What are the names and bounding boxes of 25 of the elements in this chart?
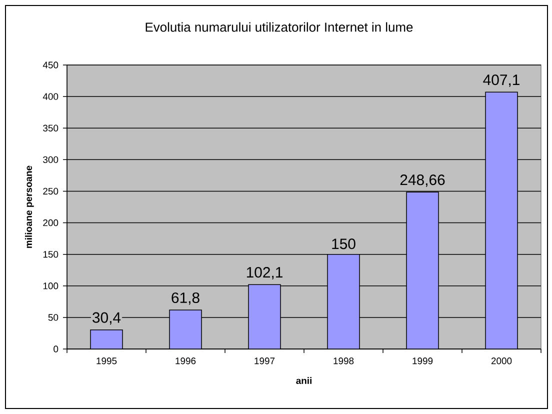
y-tick-label: 300 bbox=[43, 156, 58, 164]
data-label: 248,66 bbox=[400, 174, 445, 187]
data-label: 102,1 bbox=[246, 267, 282, 280]
y-tick-label: 200 bbox=[43, 219, 58, 226]
y-tick-label: 400 bbox=[42, 93, 58, 100]
x-tick-label: 1997 bbox=[254, 358, 275, 364]
data-label: 30,4 bbox=[92, 312, 121, 325]
chart-title: Evolutia numarului utilizatorilor Internet in lume bbox=[146, 22, 413, 32]
y-tick-label: 50 bbox=[48, 314, 58, 321]
x-tick-label: 1996 bbox=[176, 358, 196, 364]
data-label: 150 bbox=[332, 238, 356, 250]
y-tick-label: 350 bbox=[43, 124, 58, 132]
y-axis-title: milioane persoane bbox=[25, 166, 34, 248]
x-tick-label: 1998 bbox=[334, 358, 354, 364]
y-tick-label: 0 bbox=[54, 346, 58, 352]
y-tick-label: 100 bbox=[43, 282, 58, 290]
data-label: 61,8 bbox=[172, 292, 200, 305]
y-tick-label: 250 bbox=[43, 188, 58, 195]
data-label: 407,1 bbox=[483, 74, 520, 87]
x-tick-label: 1999 bbox=[412, 358, 433, 364]
x-tick-label: 2000 bbox=[491, 358, 512, 364]
y-tick-label: 150 bbox=[43, 250, 58, 258]
x-axis-title: anii bbox=[296, 377, 312, 384]
x-tick-label: 1995 bbox=[96, 358, 117, 364]
y-tick-label: 450 bbox=[42, 62, 58, 68]
